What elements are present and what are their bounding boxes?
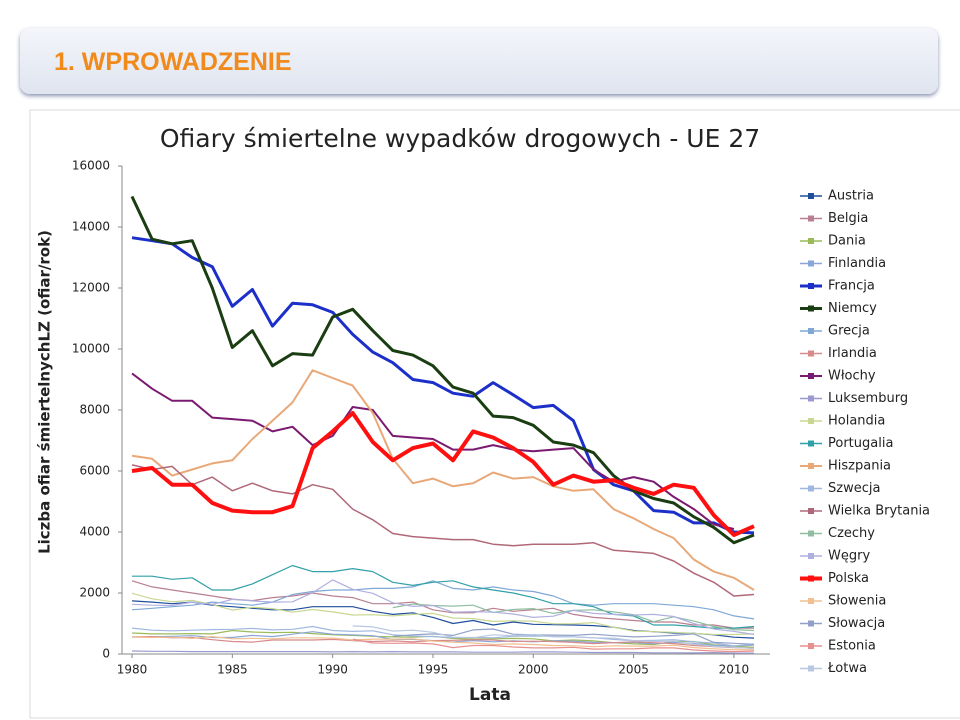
series-line — [352, 625, 755, 650]
x-tick-label: 1980 — [117, 663, 148, 677]
legend-label: Hiszpania — [828, 459, 891, 474]
x-tick-label: 1985 — [217, 663, 248, 677]
y-tick-label: 8000 — [79, 403, 110, 417]
y-tick-label: 16000 — [72, 159, 110, 173]
series-line — [131, 579, 755, 636]
legend-label: Polska — [828, 571, 869, 586]
legend-marker — [808, 598, 814, 604]
series-line — [392, 628, 755, 645]
y-tick-label: 2000 — [79, 586, 110, 600]
series-line — [131, 636, 754, 651]
y-tick-label: 6000 — [79, 464, 110, 478]
legend-label: Luksemburg — [828, 391, 908, 406]
y-tick-label: 4000 — [79, 525, 110, 539]
legend-label: Wielka Brytania — [828, 504, 930, 519]
y-axis-label: Liczba ofiar śmiertelnychLZ (ofiar/rok) — [36, 230, 54, 554]
legend-marker — [808, 395, 814, 402]
legend-marker — [808, 305, 814, 312]
series-line — [131, 636, 755, 649]
legend-marker — [808, 508, 814, 514]
x-tick-label: 1990 — [317, 663, 348, 677]
legend-label: Grecja — [828, 324, 870, 339]
series-line — [131, 372, 735, 530]
series-line — [131, 580, 755, 620]
legend-label: Austria — [828, 189, 874, 204]
series-line — [130, 195, 755, 545]
series-line — [131, 625, 755, 647]
header-bar: 1. WPROWADZENIE — [20, 28, 938, 94]
y-tick-label: 14000 — [72, 220, 110, 234]
legend-marker — [808, 463, 814, 469]
series-line — [131, 650, 754, 654]
series-line — [352, 638, 755, 653]
chart-frame — [29, 109, 960, 719]
y-tick-label: 10000 — [72, 342, 110, 356]
legend-label: Łotwa — [827, 661, 867, 676]
series-line — [131, 631, 755, 647]
legend-marker — [808, 283, 814, 289]
legend-marker — [808, 260, 814, 267]
y-tick-label: 12000 — [72, 281, 110, 295]
legend-marker — [808, 350, 814, 357]
legend-label: Szwecja — [828, 481, 880, 496]
legend-label: Irlandia — [828, 346, 877, 361]
legend-label: Finlandia — [828, 256, 886, 271]
legend-marker — [808, 485, 814, 492]
x-tick-label: 2000 — [518, 663, 549, 677]
legend-marker — [808, 440, 814, 447]
series-line — [131, 236, 755, 535]
y-tick-label: 0 — [102, 647, 110, 661]
series-line — [131, 411, 755, 537]
x-tick-label: 2005 — [618, 663, 649, 677]
legend-label: Węgry — [828, 549, 870, 564]
legend-marker — [808, 418, 814, 424]
legend-marker — [808, 193, 814, 199]
x-tick-label: 1995 — [418, 663, 449, 677]
x-axis-label: Lata — [469, 685, 511, 705]
x-tick-label: 2010 — [719, 663, 750, 677]
legend-label: Słowacja — [828, 616, 885, 631]
legend-label: Francja — [828, 279, 875, 294]
legend-marker — [808, 373, 814, 379]
series-line — [131, 592, 755, 636]
legend-label: Niemcy — [828, 301, 877, 316]
legend-marker — [808, 238, 814, 244]
legend-marker — [808, 553, 814, 559]
legend-marker — [808, 620, 814, 627]
chart-title: Ofiary śmiertelne wypadków drogowych - U… — [160, 124, 760, 153]
series-line — [131, 369, 755, 591]
legend-label: Belgia — [828, 211, 868, 226]
legend-label: Włochy — [828, 369, 876, 384]
legend-label: Portugalia — [828, 436, 893, 451]
legend-label: Dania — [828, 234, 866, 249]
legend-label: Holandia — [828, 414, 885, 429]
legend-marker — [808, 530, 814, 537]
legend-label: Słowenia — [828, 594, 886, 609]
legend-marker — [808, 215, 814, 222]
legend-label: Czechy — [828, 526, 875, 541]
header-title: 1. WPROWADZENIE — [54, 48, 292, 76]
series-line — [131, 464, 755, 597]
series-line — [132, 564, 755, 629]
legend-marker — [808, 328, 814, 334]
legend-marker — [808, 575, 814, 582]
legend-marker — [808, 665, 814, 672]
legend-marker — [808, 643, 814, 649]
legend-label: Estonia — [828, 639, 876, 654]
series-line — [131, 629, 755, 648]
